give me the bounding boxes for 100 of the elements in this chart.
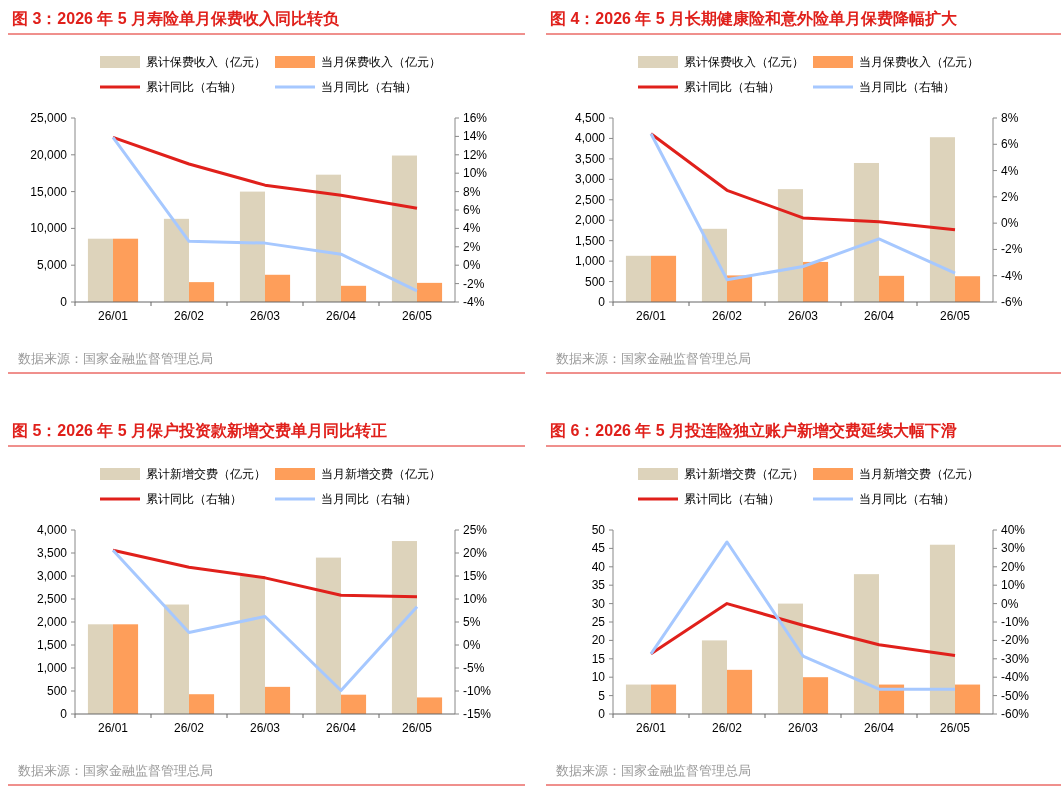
y-tick-label: 30 <box>591 596 606 611</box>
y2-tick-label: -60% <box>1001 707 1030 721</box>
y-tick-label: 4,500 <box>574 111 606 125</box>
y2-tick-label: 0% <box>1001 216 1019 231</box>
bar <box>929 137 955 302</box>
bar <box>651 255 677 302</box>
y2-tick-label: -15% <box>463 707 492 721</box>
y2-tick-label: 4% <box>463 221 481 236</box>
y-tick-label: 25 <box>591 615 606 629</box>
y2-tick-label: 15% <box>463 569 488 583</box>
line-series <box>649 132 957 282</box>
bar <box>87 624 113 714</box>
legend-label: 累计同比（右轴） <box>684 80 780 94</box>
y-tick-label: 1,000 <box>36 661 68 675</box>
bar <box>163 218 189 302</box>
line-series <box>111 548 419 599</box>
y2-tick-label: 10% <box>463 166 488 181</box>
legend-label: 累计同比（右轴） <box>146 492 242 506</box>
bar <box>163 604 189 714</box>
bar <box>625 255 651 302</box>
y2-tick-label: 6% <box>463 203 481 217</box>
y-tick-label: 4,000 <box>36 523 68 537</box>
x-tick-label: 26/02 <box>711 721 743 735</box>
legend-label: 当月新增交费（亿元） <box>321 467 441 481</box>
y2-tick-label: 12% <box>463 147 488 162</box>
x-tick-label: 26/03 <box>249 721 281 735</box>
y2-tick-label: 0% <box>463 638 481 652</box>
bar <box>929 544 955 714</box>
bar <box>955 276 981 302</box>
legend-label: 累计同比（右轴） <box>684 492 780 506</box>
x-tick-label: 26/01 <box>97 721 129 735</box>
line-series <box>649 602 957 657</box>
bar <box>853 162 879 302</box>
y-tick-label: 3,000 <box>36 569 68 583</box>
legend-label: 当月同比（右轴） <box>321 492 417 506</box>
x-tick-label: 26/05 <box>939 309 971 323</box>
x-tick-label: 26/02 <box>173 309 205 323</box>
x-tick-label: 26/05 <box>401 721 433 735</box>
y2-tick-label: 8% <box>1001 111 1019 125</box>
y-tick-label: 25,000 <box>30 111 68 125</box>
y2-tick-label: -20% <box>1001 633 1030 648</box>
y-tick-label: 2,000 <box>36 615 68 629</box>
y-tick-label: 40 <box>591 559 606 574</box>
legend-label: 累计新增交费（亿元） <box>684 467 804 481</box>
y2-tick-label: -10% <box>1001 615 1030 629</box>
bar <box>803 677 829 714</box>
y2-tick-label: 4% <box>1001 163 1019 178</box>
bar <box>391 541 417 714</box>
bar <box>391 155 417 302</box>
source-note: 数据来源：国家金融监督管理总局 <box>18 763 213 778</box>
y2-tick-label: 25% <box>463 523 488 537</box>
y-tick-label: 5 <box>598 688 606 703</box>
legend-label: 当月保费收入（亿元） <box>321 55 441 69</box>
y-tick-label: 0 <box>598 707 606 721</box>
bar <box>955 684 981 714</box>
x-tick-label: 26/04 <box>863 721 895 735</box>
legend-label: 累计同比（右轴） <box>146 80 242 94</box>
y2-tick-label: 0% <box>1001 596 1019 611</box>
source-note: 数据来源：国家金融监督管理总局 <box>556 351 751 366</box>
y-tick-label: 0 <box>598 295 606 309</box>
y2-tick-label: -10% <box>463 684 492 698</box>
y-tick-label: 15 <box>591 651 606 666</box>
y2-tick-label: 0% <box>463 258 481 273</box>
line-series <box>111 548 419 693</box>
y-tick-label: 1,000 <box>574 254 606 269</box>
y-tick-label: 20 <box>591 633 606 648</box>
legend-label: 当月保费收入（亿元） <box>859 55 979 69</box>
x-tick-label: 26/04 <box>325 309 357 323</box>
y-tick-label: 5,000 <box>36 258 68 273</box>
bar <box>853 574 879 714</box>
y-tick-label: 10 <box>591 670 606 685</box>
x-tick-label: 26/01 <box>635 721 667 735</box>
y2-tick-label: -2% <box>1001 242 1023 257</box>
bar <box>651 684 677 714</box>
y2-tick-label: 10% <box>463 592 488 606</box>
bar <box>727 669 753 714</box>
y2-tick-label: -2% <box>463 276 485 291</box>
x-tick-label: 26/03 <box>249 309 281 323</box>
chart-title: 图 6：2026 年 5 月投连险独立账户新增交费延续大幅下滑 <box>550 421 958 439</box>
x-tick-label: 26/04 <box>325 721 357 735</box>
source-note: 数据来源：国家金融监督管理总局 <box>18 351 213 366</box>
chart-title: 图 4：2026 年 5 月长期健康险和意外险单月保费降幅扩大 <box>550 10 959 27</box>
y-tick-label: 20,000 <box>30 147 68 162</box>
y-tick-label: 500 <box>584 274 606 289</box>
y2-tick-label: 40% <box>1001 523 1026 537</box>
y2-tick-label: 10% <box>1001 578 1026 593</box>
y2-tick-label: 30% <box>1001 541 1026 556</box>
bar <box>803 261 829 302</box>
y-tick-label: 2,000 <box>574 213 606 228</box>
legend-label: 当月同比（右轴） <box>859 492 955 506</box>
bar <box>701 640 727 714</box>
x-tick-label: 26/03 <box>787 309 819 323</box>
line-series <box>111 135 419 293</box>
y-tick-label: 2,500 <box>36 592 68 606</box>
line-series <box>649 540 957 691</box>
legend-label: 累计保费收入（亿元） <box>684 55 804 69</box>
y-tick-label: 35 <box>591 578 606 593</box>
bar <box>189 282 215 302</box>
y2-tick-label: -4% <box>463 295 485 309</box>
bar <box>239 191 265 302</box>
